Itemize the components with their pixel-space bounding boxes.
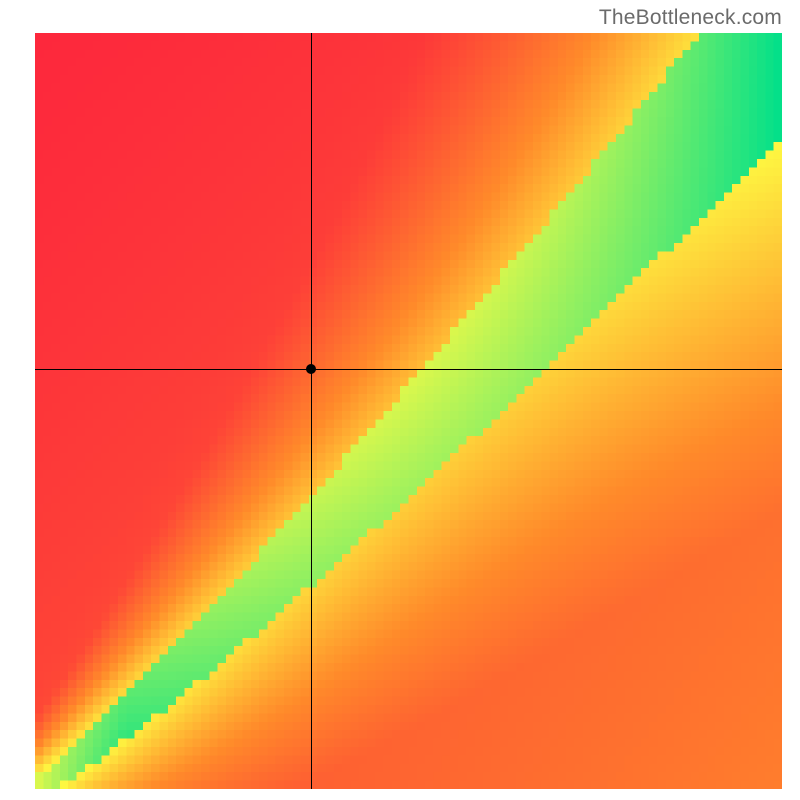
crosshair-vertical-line bbox=[311, 33, 312, 789]
bottleneck-heatmap bbox=[35, 33, 782, 789]
watermark-text: TheBottleneck.com bbox=[599, 6, 782, 30]
chart-container: TheBottleneck.com bbox=[0, 0, 800, 800]
crosshair-horizontal-line bbox=[35, 369, 782, 370]
